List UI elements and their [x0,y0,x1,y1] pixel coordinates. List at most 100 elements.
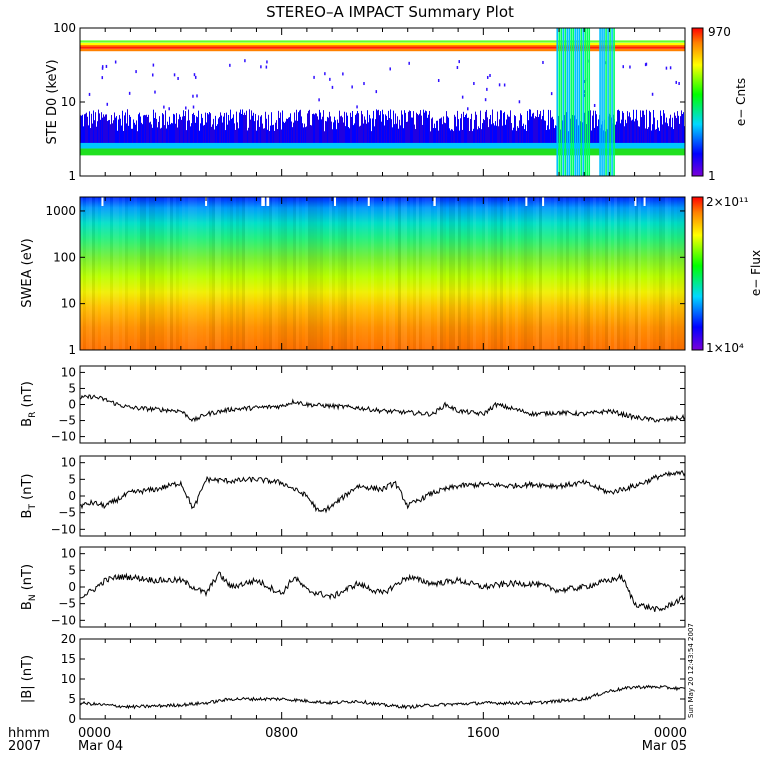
ste-noise-column [313,113,314,146]
ste-noise-column [424,112,425,146]
swea-striation [467,197,470,350]
swea-striation [650,197,653,350]
swea-striation [266,197,269,350]
ste-noise-column [290,113,291,146]
ste-noise-column [250,119,251,146]
ste-noise-column [405,112,406,146]
ste-noise-column [473,128,474,146]
ste-noise-column [546,130,547,146]
ste-noise-column [128,125,129,146]
ste-noise-column [274,130,275,146]
bt-y-tick-label: −10 [51,522,76,536]
bt-y-tick-label: 0 [68,489,76,503]
ste-noise-column [336,129,337,146]
ste-noise-column [88,125,89,146]
ste-noise-column [540,110,541,146]
ste-noise-column [551,117,552,146]
ste-noise-column [426,111,427,146]
swea-striation [584,197,587,350]
ste-noise-column [90,128,91,146]
ste-noise-column [172,123,173,146]
ste-noise-column [462,129,463,146]
swea-striation [440,197,443,350]
swea-striation [170,197,173,350]
swea-striation [557,197,560,350]
ste-noise-column [497,111,498,146]
ste-noise-column [109,119,110,146]
swea-striation [386,197,389,350]
ste-noise-column [112,123,113,146]
ste-burst-column [560,28,563,176]
ste-noise-column [293,122,294,146]
ste-dot [629,65,631,69]
swea-striation [473,197,476,350]
timestamp-note: Sun May 20 12:43:54 2007 [687,623,695,718]
ste-noise-column [295,120,296,146]
swea-striation [239,197,242,350]
swea-striation [563,197,566,350]
ste-noise-column [125,112,126,146]
ste-burst-column [574,28,577,176]
ste-noise-column [627,111,628,146]
ste-noise-column [457,110,458,146]
ste-noise-column [536,116,537,146]
ste-noise-column [346,112,347,146]
swea-striation [674,197,677,350]
br-y-tick-label: 0 [68,398,76,412]
ste-noise-column [438,130,439,146]
bn-y-tick-label: −5 [58,597,76,611]
ste-noise-column [340,116,341,146]
swea-striation [389,197,392,350]
ste-noise-column [400,125,401,146]
ste-noise-column [392,127,393,146]
swea-striation [131,197,134,350]
ste-burst-column [613,28,615,176]
ste-noise-column [421,115,422,146]
ste-noise-column [350,112,351,146]
swea-striation [401,197,404,350]
swea-striation [596,197,599,350]
ste-noise-column [156,118,157,146]
ste-dot [229,63,231,67]
ste-dot [106,102,109,106]
ste-noise-column [306,126,307,146]
ste-noise-column [491,124,492,146]
ste-noise-column [131,128,132,146]
swea-striation [542,197,545,350]
ste-noise-column [320,112,321,146]
ste-dot [101,76,104,80]
ste-noise-column [476,114,477,146]
ste-noise-column [436,120,437,146]
ste-noise-column [461,113,462,146]
ste-noise-column [394,124,395,146]
ste-noise-column [469,130,470,146]
ste-noise-column [404,110,405,146]
ste-noise-column [201,113,202,146]
ste-noise-column [490,114,491,146]
ste-noise-column [356,113,357,146]
swea-striation [356,197,359,350]
ste-noise-column [305,127,306,146]
ste-noise-column [227,124,228,146]
ste-noise-column [441,117,442,146]
ste-noise-column [309,109,310,146]
swea-striation [524,197,527,350]
swea-striation [455,197,458,350]
ste-noise-column [515,116,516,146]
ste-noise-column [180,116,181,146]
ste-noise-column [535,116,536,146]
ste-noise-column [108,120,109,146]
swea-striation [329,197,332,350]
ste-noise-column [285,121,286,146]
swea-y-tick-label: 1000 [45,204,76,218]
ste-noise-column [232,117,233,146]
ste-noise-column [388,110,389,146]
ste-noise-column [676,118,677,146]
ste-noise-column [229,120,230,146]
ste-noise-column [260,116,261,146]
swea-striation [527,197,530,350]
ste-noise-column [429,110,430,146]
ste-dot [645,62,648,66]
ste-band-high [80,40,685,43]
ste-noise-column [459,130,460,146]
